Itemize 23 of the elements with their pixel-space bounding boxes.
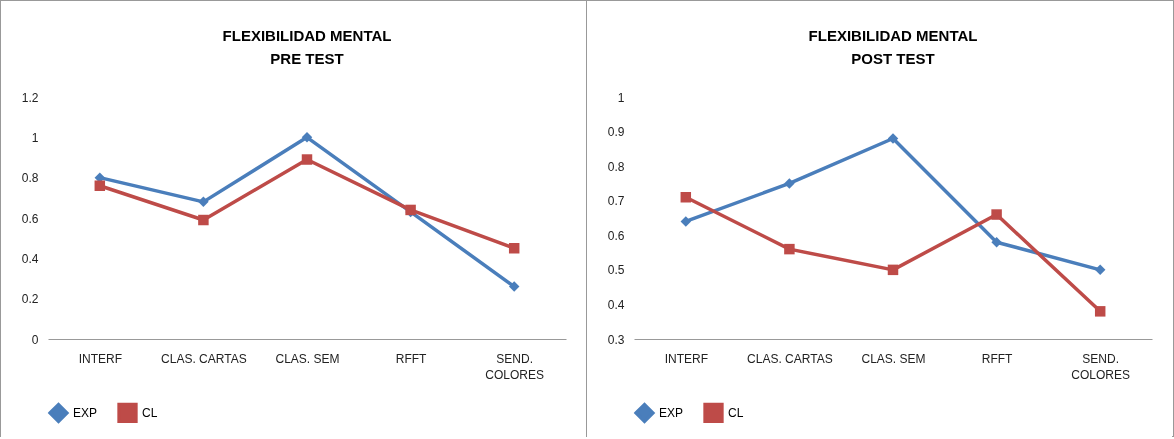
x-tick-label: CLAS. SEM <box>275 351 340 366</box>
y-tick-label: 1.2 <box>21 90 39 105</box>
point <box>301 154 313 165</box>
point <box>508 243 520 254</box>
point <box>198 196 209 208</box>
x-tick-label: SEND. COLORES <box>485 351 545 382</box>
chart-title: FLEXIBILIDAD MENTAL <box>222 27 392 44</box>
y-tick-label: 0.8 <box>21 171 39 186</box>
point <box>94 180 106 191</box>
x-tick-label: INTERF <box>78 351 122 366</box>
point <box>198 214 209 226</box>
x-tick-label: RFFT <box>395 351 428 366</box>
legend-label: EXP <box>73 405 98 420</box>
y-tick-label: 0 <box>31 332 39 347</box>
y-tick-label: 0.6 <box>21 211 39 226</box>
point <box>301 132 313 143</box>
y-tick-label: 1 <box>31 130 39 145</box>
chart-subtitle: PRE TEST <box>270 50 344 67</box>
x-tick-label: CLAS. CARTAS <box>161 351 247 366</box>
point <box>508 281 520 292</box>
y-tick-label: 0.2 <box>21 292 39 307</box>
y-tick-label: 0.4 <box>21 251 39 266</box>
legend-label: CL <box>142 405 158 420</box>
